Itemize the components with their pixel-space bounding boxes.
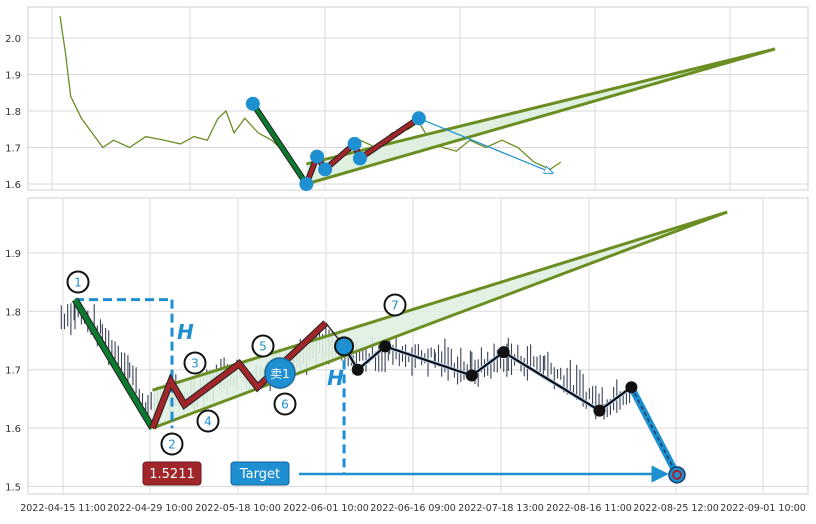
- post-path-point: [593, 404, 606, 417]
- bottom-leg-down: [72, 298, 155, 430]
- h-projection-label: H: [327, 366, 344, 390]
- pivot-label-circle: [183, 351, 207, 375]
- pivot-label-1: 1: [74, 276, 82, 290]
- pivot-label-circle: [273, 392, 297, 416]
- top-pivot-point: [352, 151, 367, 166]
- top-y-tick-label: 1.6: [5, 180, 21, 191]
- bottom-y-tick-label: 1.6: [5, 424, 21, 435]
- top-pivot-point: [347, 136, 362, 151]
- breakout-point: [334, 336, 355, 357]
- price-box-label: 1.5211: [149, 467, 195, 482]
- bottom-x-tick-label: 2022-07-18 13:00: [458, 503, 544, 514]
- post-path-point: [379, 340, 392, 353]
- pivot-label-3: 3: [191, 357, 199, 371]
- top-pivot-point: [411, 111, 426, 126]
- bottom-x-tick-label: 2022-08-25 12:00: [633, 503, 719, 514]
- bottom-x-tick-label: 2022-06-01 10:00: [283, 503, 369, 514]
- bottom-x-tick-label: 2022-04-15 11:00: [20, 503, 106, 514]
- h-label: H: [177, 320, 194, 344]
- top-leg-down: [251, 102, 309, 186]
- top-pivot-point: [299, 177, 314, 191]
- top-y-tick-label: 1.8: [5, 107, 21, 118]
- top-wedge-lower-line: [305, 47, 776, 186]
- bottom-x-tick-label: 2022-05-18 10:00: [195, 503, 281, 514]
- pivot-label-4: 4: [204, 415, 212, 429]
- bottom-x-tick-label: 2022-09-01 10:00: [720, 503, 806, 514]
- pivot-label-circle: [66, 270, 90, 294]
- bottom-x-tick-label: 2022-06-16 09:00: [370, 503, 456, 514]
- target-box-label: Target: [239, 467, 280, 482]
- sell-signal-marker: [264, 357, 296, 389]
- pivot-label-6: 6: [281, 398, 289, 412]
- post-path-point: [465, 369, 478, 382]
- pivot-label-circle: [160, 432, 184, 456]
- bottom-x-tick-label: 2022-04-29 10:00: [107, 503, 193, 514]
- price-box: [142, 461, 202, 486]
- bottom-y-tick-label: 1.7: [5, 366, 21, 377]
- top-projection-arrow: [418, 117, 553, 173]
- bottom-y-tick-label: 1.9: [5, 249, 21, 260]
- bottom-wedge-lower-line: [152, 210, 728, 430]
- bottom-y-tick-label: 1.8: [5, 307, 21, 318]
- post-path-point: [497, 346, 510, 359]
- bottom-x-tick-label: 2022-08-16 11:00: [546, 503, 632, 514]
- top-pivot-point: [245, 96, 260, 111]
- pivot-label-circle: [251, 334, 275, 358]
- pivot-label-circle: [383, 293, 407, 317]
- top-y-tick-label: 1.7: [5, 144, 21, 155]
- pivot-label-2: 2: [168, 438, 176, 452]
- sell-signal-label: 卖1: [270, 367, 290, 381]
- pivot-label-7: 7: [391, 299, 399, 313]
- top-y-tick-label: 2.0: [5, 34, 21, 45]
- bottom-wedge-upper-line: [152, 210, 728, 392]
- top-pivot-point: [310, 149, 325, 164]
- post-path-point: [625, 381, 638, 394]
- pivot-label-5: 5: [259, 340, 267, 354]
- target-leg-dash: [630, 386, 678, 476]
- target-point-core: [672, 469, 682, 480]
- post-path-point: [351, 363, 364, 376]
- target-point: [668, 466, 686, 484]
- top-pivot-point: [318, 162, 333, 177]
- pivot-label-circle: [196, 409, 220, 433]
- top-y-tick-label: 1.9: [5, 71, 21, 82]
- target-box: [230, 461, 290, 486]
- bottom-y-tick-label: 1.5: [5, 483, 21, 494]
- top-plot-frame: [27, 6, 809, 191]
